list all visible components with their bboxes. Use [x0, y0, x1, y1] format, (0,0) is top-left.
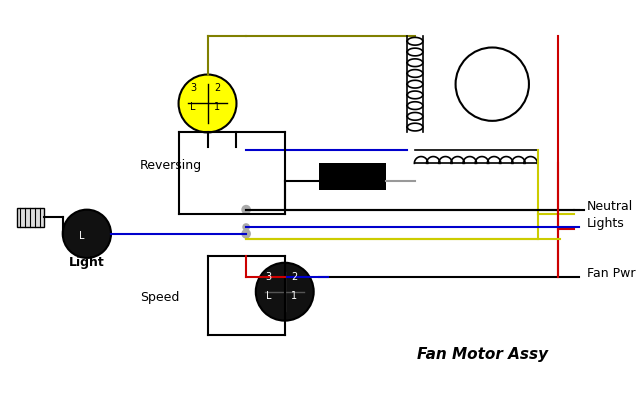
Text: L: L	[79, 231, 84, 241]
Text: 3: 3	[265, 272, 271, 282]
Text: Fan Pwr: Fan Pwr	[587, 267, 636, 280]
Circle shape	[243, 223, 250, 231]
Text: 2: 2	[291, 272, 298, 282]
Text: Reversing: Reversing	[140, 159, 202, 172]
Bar	[17, 208, 44, 227]
Text: 2: 2	[214, 83, 220, 93]
Text: 1: 1	[291, 292, 298, 302]
Text: 3: 3	[190, 83, 196, 93]
Text: L: L	[190, 102, 196, 112]
Circle shape	[256, 263, 314, 321]
Text: Lights: Lights	[587, 217, 625, 230]
Text: Light: Light	[69, 256, 105, 269]
Bar	[319, 163, 386, 190]
Circle shape	[63, 210, 111, 258]
Text: 1: 1	[214, 102, 220, 112]
Text: L: L	[266, 292, 271, 302]
Text: Speed: Speed	[140, 291, 179, 304]
Circle shape	[241, 205, 251, 214]
Circle shape	[179, 74, 236, 132]
Text: Fan Motor Assy: Fan Motor Assy	[417, 347, 548, 362]
Text: Neutral: Neutral	[587, 200, 633, 213]
Circle shape	[241, 229, 251, 239]
